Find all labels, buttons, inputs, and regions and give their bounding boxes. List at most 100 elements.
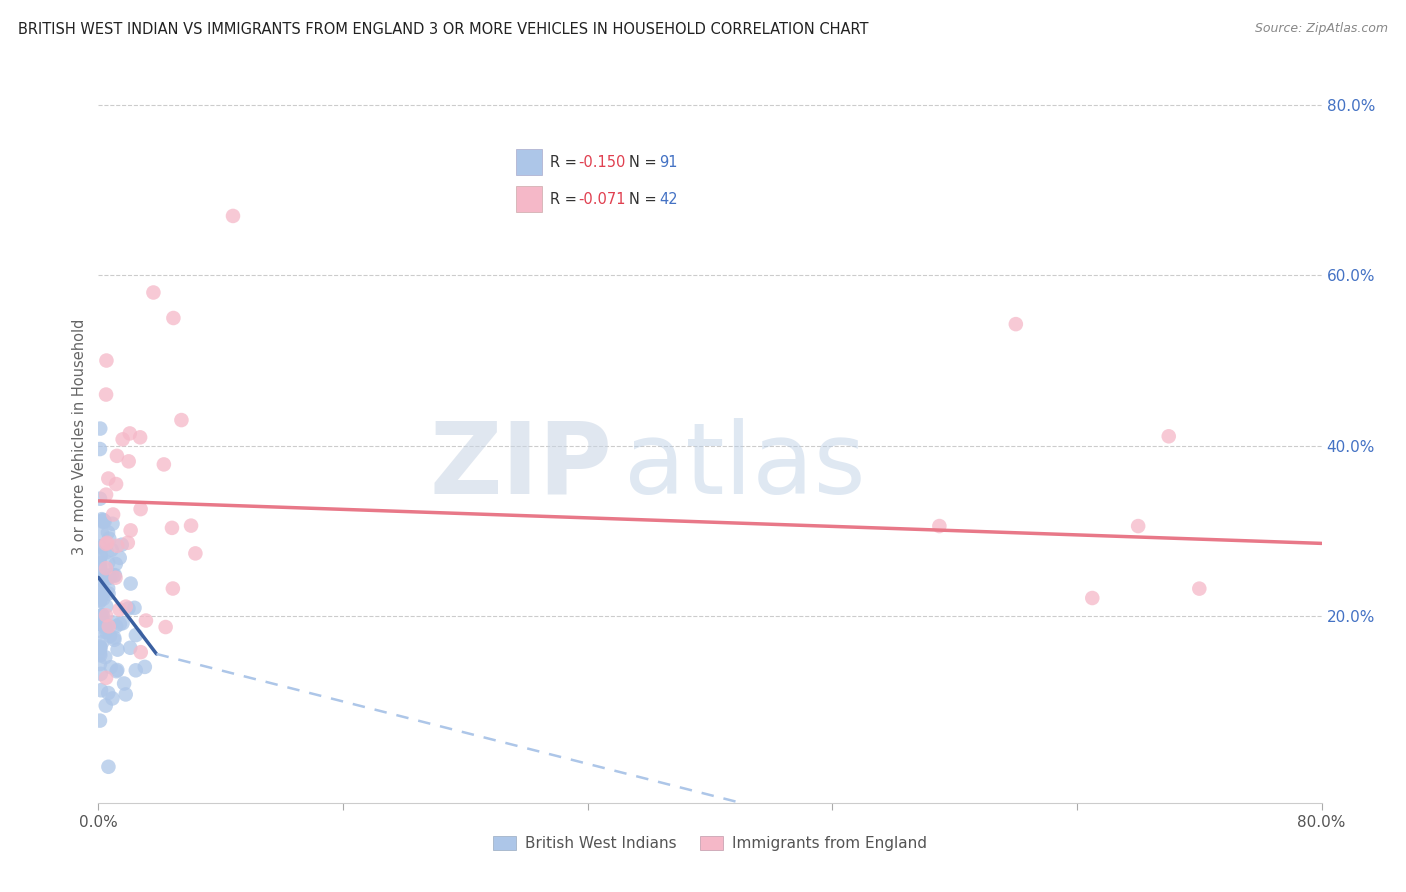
- Point: [96, 545, 118, 559]
- Point: [1188, 582, 1211, 596]
- Point: [91, 615, 114, 629]
- Point: [1157, 429, 1180, 443]
- Point: [91, 582, 114, 597]
- Point: [90, 549, 112, 564]
- Point: [89, 714, 111, 728]
- Point: [142, 285, 165, 300]
- Point: [112, 676, 135, 690]
- Point: [101, 615, 124, 630]
- Point: [105, 663, 128, 677]
- Point: [94, 561, 117, 575]
- Point: [105, 619, 128, 633]
- Point: [100, 542, 122, 557]
- Point: [89, 616, 111, 631]
- Point: [89, 557, 111, 571]
- Point: [104, 557, 127, 571]
- Point: [91, 635, 114, 649]
- Point: [91, 586, 114, 600]
- Point: [108, 550, 131, 565]
- Point: [120, 640, 142, 655]
- Point: [89, 421, 111, 435]
- Point: [89, 594, 111, 608]
- Point: [120, 576, 142, 591]
- Point: [103, 632, 125, 647]
- Point: [90, 640, 112, 655]
- Point: [89, 648, 111, 663]
- Point: [101, 516, 124, 531]
- Point: [155, 620, 177, 634]
- Point: [103, 569, 125, 583]
- Point: [129, 645, 152, 659]
- Point: [162, 582, 184, 596]
- Point: [118, 426, 141, 441]
- Point: [105, 449, 128, 463]
- Point: [94, 616, 117, 631]
- Point: [120, 524, 142, 538]
- Point: [100, 660, 122, 674]
- Point: [105, 665, 128, 679]
- Point: [89, 610, 111, 624]
- Point: [160, 521, 183, 535]
- Text: R =: R =: [550, 155, 582, 170]
- Point: [96, 572, 118, 586]
- Point: [105, 477, 128, 491]
- Bar: [516, 186, 543, 212]
- Text: atlas: atlas: [624, 417, 866, 515]
- Point: [928, 519, 950, 533]
- Point: [118, 454, 141, 468]
- Point: [97, 471, 120, 485]
- Point: [162, 311, 184, 326]
- Point: [125, 628, 148, 642]
- Point: [129, 430, 152, 444]
- Point: [108, 602, 131, 616]
- Point: [98, 629, 121, 643]
- Point: [90, 548, 112, 562]
- Point: [89, 646, 111, 660]
- Point: [89, 657, 111, 671]
- Point: [93, 513, 115, 527]
- Point: [89, 616, 111, 631]
- Point: [97, 586, 120, 600]
- Point: [100, 567, 122, 582]
- Text: Source: ZipAtlas.com: Source: ZipAtlas.com: [1254, 22, 1388, 36]
- Text: N =: N =: [628, 192, 661, 207]
- Point: [124, 600, 146, 615]
- Point: [91, 608, 114, 623]
- Text: 91: 91: [659, 155, 678, 170]
- Point: [91, 591, 114, 606]
- Point: [104, 571, 127, 585]
- Text: ZIP: ZIP: [429, 417, 612, 515]
- Point: [129, 502, 152, 516]
- Point: [101, 691, 124, 706]
- Point: [89, 592, 111, 607]
- Point: [1081, 591, 1104, 605]
- Point: [107, 642, 129, 657]
- Point: [94, 608, 117, 623]
- Point: [89, 561, 111, 575]
- Text: 42: 42: [659, 192, 678, 207]
- Point: [93, 514, 115, 528]
- Point: [96, 625, 118, 640]
- Point: [180, 518, 202, 533]
- Point: [94, 698, 117, 713]
- Point: [91, 617, 114, 632]
- Point: [98, 532, 121, 546]
- Point: [114, 688, 136, 702]
- Point: [97, 760, 120, 774]
- Point: [91, 608, 114, 623]
- Point: [97, 582, 120, 596]
- Point: [111, 433, 134, 447]
- Point: [93, 567, 115, 582]
- Point: [89, 573, 111, 587]
- Point: [91, 514, 114, 528]
- Point: [97, 619, 120, 633]
- Point: [1004, 317, 1026, 331]
- Point: [91, 515, 114, 529]
- Point: [97, 556, 120, 570]
- Point: [111, 538, 134, 552]
- Point: [90, 609, 112, 624]
- Point: [125, 663, 148, 677]
- Point: [96, 535, 118, 549]
- Point: [108, 616, 131, 631]
- Text: N =: N =: [628, 155, 661, 170]
